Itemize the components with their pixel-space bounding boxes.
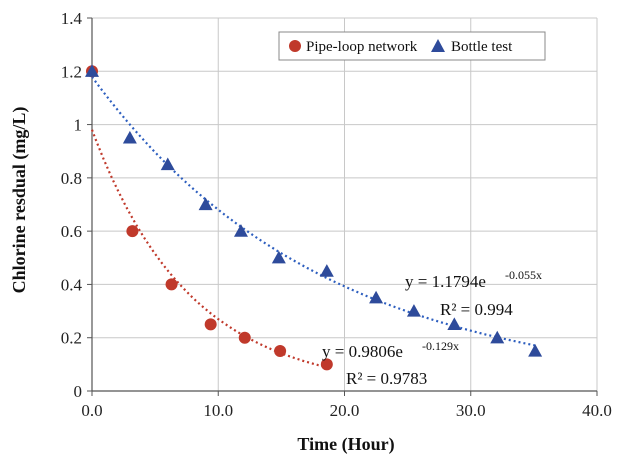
data-point-series-1 <box>160 157 175 171</box>
data-point-series-1 <box>490 330 505 344</box>
data-point-series-1 <box>528 344 543 357</box>
data-point-series-1 <box>319 264 334 277</box>
data-point-series-1 <box>122 130 137 144</box>
x-tick-label: 30.0 <box>456 401 486 420</box>
x-tick-label: 20.0 <box>330 401 360 420</box>
y-tick-label: 0.4 <box>61 275 83 294</box>
y-tick-label: 0.6 <box>61 222 82 241</box>
data-point-series-1 <box>233 224 248 237</box>
bottle-equation-base: y = 1.1794e <box>405 272 486 291</box>
y-axis-title: Chlorine resdual (mg/L) <box>9 107 30 294</box>
pipe-equation: y = 0.9806e -0.129x R² = 0.9783 <box>322 339 459 388</box>
grid-lines <box>92 17 598 391</box>
pipe-equation-base: y = 0.9806e <box>322 342 403 361</box>
data-point-series-1 <box>447 317 462 330</box>
x-tick-label: 0.0 <box>81 401 102 420</box>
tick-labels: 0 0.2 0.4 0.6 0.8 1 1.2 1.4 0.0 10.0 20.0 30.0 40.0 <box>61 9 612 420</box>
trendlines <box>90 76 536 369</box>
data-points <box>85 64 543 371</box>
legend: Pipe-loop network Bottle test <box>278 31 546 61</box>
trendline-series-1 <box>91 76 536 347</box>
y-tick-label: 1 <box>74 116 83 135</box>
pipe-equation-exponent: -0.129x <box>422 339 459 353</box>
y-tick-label: 0.2 <box>61 329 82 348</box>
y-tick-label: 1.2 <box>61 62 82 81</box>
pipe-equation-r2: R² = 0.9783 <box>346 369 427 388</box>
data-point-series-1 <box>85 64 99 77</box>
bottle-equation-r2: R² = 0.994 <box>440 300 513 319</box>
data-point-series-1 <box>271 250 286 264</box>
data-point-series-1 <box>406 304 421 317</box>
y-tick-label: 0.8 <box>61 169 82 188</box>
legend-box <box>278 31 546 61</box>
data-point-series-1 <box>369 290 384 304</box>
bottle-equation: y = 1.1794e -0.055x R² = 0.994 <box>405 268 542 319</box>
data-point-series-1 <box>198 197 213 211</box>
x-axis-title: Time (Hour) <box>297 434 394 455</box>
x-tick-label: 10.0 <box>203 401 233 420</box>
data-point-series-0 <box>165 278 178 291</box>
y-tick-label: 1.4 <box>61 9 83 28</box>
data-point-series-0 <box>320 358 333 371</box>
x-tick-label: 40.0 <box>582 401 612 420</box>
legend-pipe-label: Pipe-loop network <box>306 39 418 55</box>
data-point-series-0 <box>238 331 251 344</box>
data-point-series-0 <box>204 318 217 331</box>
data-point-series-0 <box>274 345 287 358</box>
legend-bottle-label: Bottle test <box>451 39 513 55</box>
data-point-series-0 <box>126 225 139 238</box>
bottle-equation-exponent: -0.055x <box>505 268 542 282</box>
y-tick-label: 0 <box>74 382 83 401</box>
legend-bottle-marker <box>431 39 445 52</box>
legend-pipe-marker <box>289 40 301 52</box>
axes <box>87 17 598 396</box>
